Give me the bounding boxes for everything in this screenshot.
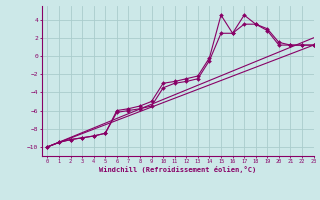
X-axis label: Windchill (Refroidissement éolien,°C): Windchill (Refroidissement éolien,°C) <box>99 166 256 173</box>
